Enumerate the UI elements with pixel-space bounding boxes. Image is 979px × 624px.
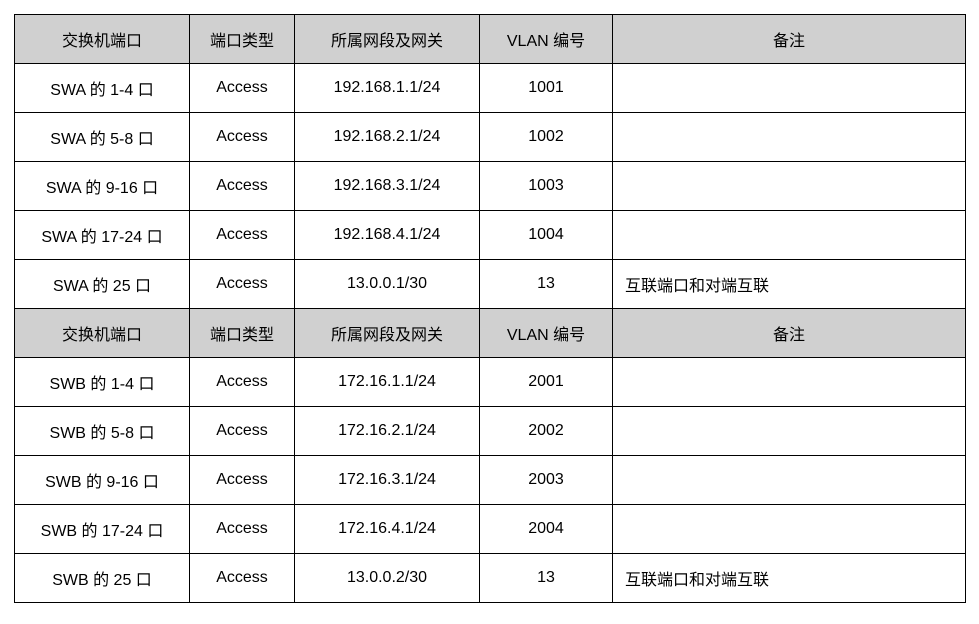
cell-vlan: 2002 — [480, 407, 613, 456]
table-row: SWB 的 9-16 口 Access 172.16.3.1/24 2003 — [15, 456, 966, 505]
cell-remark — [613, 407, 966, 456]
cell-vlan: 1004 — [480, 211, 613, 260]
cell-port: SWA 的 1-4 口 — [15, 64, 190, 113]
cell-vlan: 2004 — [480, 505, 613, 554]
table-row: SWA 的 5-8 口 Access 192.168.2.1/24 1002 — [15, 113, 966, 162]
table-row: SWB 的 5-8 口 Access 172.16.2.1/24 2002 — [15, 407, 966, 456]
cell-subnet: 13.0.0.1/30 — [295, 260, 480, 309]
cell-remark — [613, 113, 966, 162]
header-port: 交换机端口 — [15, 15, 190, 64]
cell-remark — [613, 162, 966, 211]
table-row: SWB 的 25 口 Access 13.0.0.2/30 13 互联端口和对端… — [15, 554, 966, 603]
cell-type: Access — [190, 113, 295, 162]
cell-subnet: 13.0.0.2/30 — [295, 554, 480, 603]
table-row: SWB 的 17-24 口 Access 172.16.4.1/24 2004 — [15, 505, 966, 554]
table-header-a: 交换机端口 端口类型 所属网段及网关 VLAN 编号 备注 — [15, 15, 966, 64]
cell-port: SWA 的 5-8 口 — [15, 113, 190, 162]
cell-remark — [613, 505, 966, 554]
cell-remark — [613, 211, 966, 260]
cell-type: Access — [190, 505, 295, 554]
header-port: 交换机端口 — [15, 309, 190, 358]
header-vlan: VLAN 编号 — [480, 15, 613, 64]
cell-type: Access — [190, 162, 295, 211]
cell-vlan: 1001 — [480, 64, 613, 113]
cell-remark — [613, 358, 966, 407]
table-row: SWA 的 1-4 口 Access 192.168.1.1/24 1001 — [15, 64, 966, 113]
cell-subnet: 172.16.2.1/24 — [295, 407, 480, 456]
cell-vlan: 1002 — [480, 113, 613, 162]
cell-type: Access — [190, 211, 295, 260]
cell-remark: 互联端口和对端互联 — [613, 260, 966, 309]
table-body: 交换机端口 端口类型 所属网段及网关 VLAN 编号 备注 SWA 的 1-4 … — [15, 15, 966, 603]
cell-remark: 互联端口和对端互联 — [613, 554, 966, 603]
cell-type: Access — [190, 456, 295, 505]
cell-remark — [613, 64, 966, 113]
cell-port: SWA 的 17-24 口 — [15, 211, 190, 260]
header-type: 端口类型 — [190, 309, 295, 358]
table-row: SWB 的 1-4 口 Access 172.16.1.1/24 2001 — [15, 358, 966, 407]
header-vlan: VLAN 编号 — [480, 309, 613, 358]
header-subnet: 所属网段及网关 — [295, 15, 480, 64]
cell-port: SWB 的 25 口 — [15, 554, 190, 603]
table-header-b: 交换机端口 端口类型 所属网段及网关 VLAN 编号 备注 — [15, 309, 966, 358]
cell-subnet: 172.16.3.1/24 — [295, 456, 480, 505]
cell-subnet: 172.16.1.1/24 — [295, 358, 480, 407]
cell-type: Access — [190, 260, 295, 309]
cell-remark — [613, 456, 966, 505]
vlan-config-table: 交换机端口 端口类型 所属网段及网关 VLAN 编号 备注 SWA 的 1-4 … — [14, 14, 966, 603]
cell-type: Access — [190, 407, 295, 456]
cell-port: SWB 的 9-16 口 — [15, 456, 190, 505]
header-remark: 备注 — [613, 15, 966, 64]
cell-vlan: 2001 — [480, 358, 613, 407]
cell-subnet: 192.168.4.1/24 — [295, 211, 480, 260]
cell-subnet: 192.168.2.1/24 — [295, 113, 480, 162]
cell-port: SWB 的 5-8 口 — [15, 407, 190, 456]
cell-type: Access — [190, 64, 295, 113]
cell-port: SWA 的 25 口 — [15, 260, 190, 309]
cell-type: Access — [190, 358, 295, 407]
header-remark: 备注 — [613, 309, 966, 358]
table-row: SWA 的 17-24 口 Access 192.168.4.1/24 1004 — [15, 211, 966, 260]
table-row: SWA 的 25 口 Access 13.0.0.1/30 13 互联端口和对端… — [15, 260, 966, 309]
cell-subnet: 192.168.1.1/24 — [295, 64, 480, 113]
header-type: 端口类型 — [190, 15, 295, 64]
cell-port: SWB 的 1-4 口 — [15, 358, 190, 407]
header-subnet: 所属网段及网关 — [295, 309, 480, 358]
cell-vlan: 13 — [480, 554, 613, 603]
cell-subnet: 192.168.3.1/24 — [295, 162, 480, 211]
cell-port: SWB 的 17-24 口 — [15, 505, 190, 554]
cell-vlan: 1003 — [480, 162, 613, 211]
cell-type: Access — [190, 554, 295, 603]
table-row: SWA 的 9-16 口 Access 192.168.3.1/24 1003 — [15, 162, 966, 211]
cell-vlan: 2003 — [480, 456, 613, 505]
cell-port: SWA 的 9-16 口 — [15, 162, 190, 211]
cell-subnet: 172.16.4.1/24 — [295, 505, 480, 554]
cell-vlan: 13 — [480, 260, 613, 309]
